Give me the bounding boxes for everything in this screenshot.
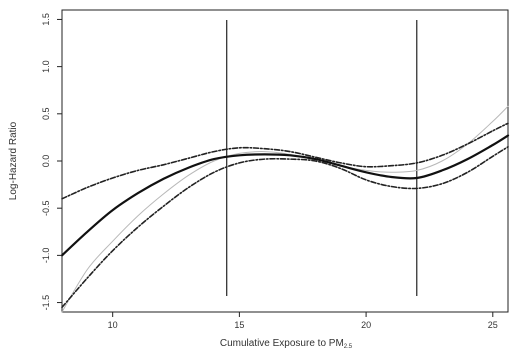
series-layer [60, 105, 510, 313]
series-upper-band [61, 122, 509, 200]
y-tick-label: 0.5 [41, 108, 51, 121]
y-tick-label: 1.0 [41, 60, 51, 73]
x-axis-title: Cumulative Exposure to PM2.5 [220, 338, 353, 350]
x-tick-label: 20 [361, 320, 371, 330]
series-estimate [60, 134, 510, 257]
x-axis-title-subscript: 2.5 [344, 344, 353, 350]
y-axis: -1.5 -1.0 -0.5 0.0 0.5 1.0 1.5 [41, 13, 62, 310]
x-axis: 10 15 20 25 [108, 312, 498, 330]
y-tick-label: -0.5 [41, 200, 51, 216]
x-tick-label: 10 [108, 320, 118, 330]
y-axis-title: Log-Hazard Ratio [8, 121, 19, 200]
knot-lines [226, 20, 418, 296]
y-tick-label: -1.5 [41, 295, 51, 311]
y-tick-label: -1.0 [41, 248, 51, 264]
y-tick-label: 1.5 [41, 13, 51, 26]
x-tick-label: 25 [488, 320, 498, 330]
series-lower-band [61, 146, 509, 309]
series-faint-curve [61, 105, 509, 313]
x-axis-title-main: Cumulative Exposure to PM [220, 338, 344, 349]
y-tick-label: 0.0 [41, 155, 51, 168]
x-tick-label: 15 [234, 320, 244, 330]
